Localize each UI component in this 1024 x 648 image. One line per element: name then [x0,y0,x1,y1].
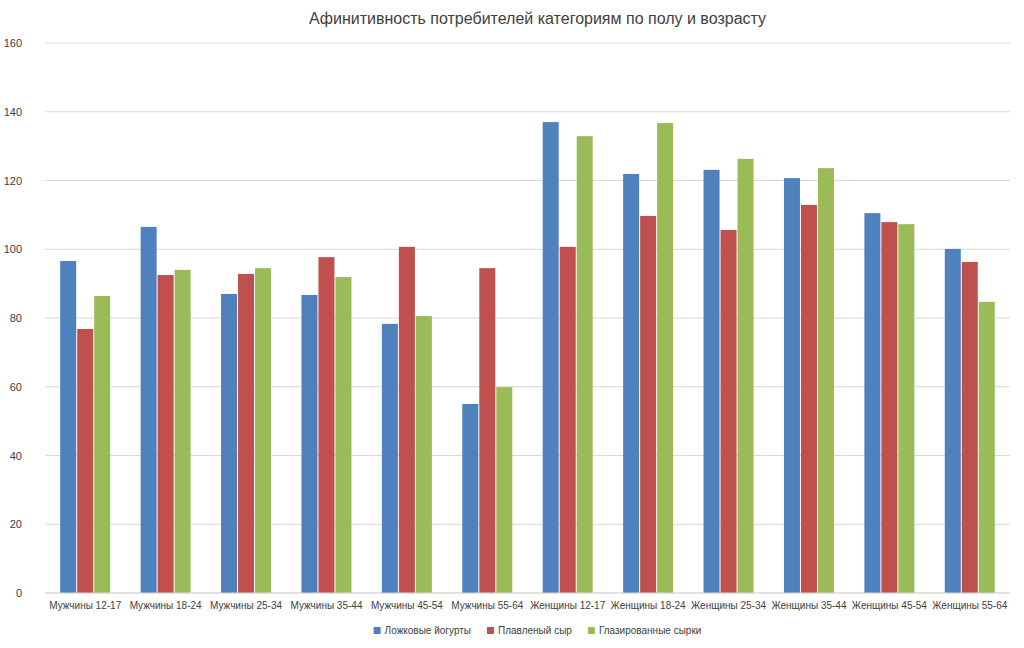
y-tick-label: 20 [10,518,22,530]
bar [704,170,720,593]
bar [721,230,737,593]
x-tick-label: Мужчины 35-44 [290,600,362,611]
y-tick-label: 40 [10,450,22,462]
bar [94,296,110,593]
legend-swatch [374,627,381,634]
x-tick-label: Мужчины 12-17 [49,600,121,611]
legend-item: Плавленый сыр [487,625,572,636]
grid-line [45,111,1010,112]
y-tick-label: 140 [4,106,22,118]
bar [560,247,576,593]
bar [496,387,512,593]
grid-line [45,180,1010,181]
bar [416,316,432,593]
bar [543,122,559,593]
y-tick-label: 120 [4,175,22,187]
bar [301,295,317,593]
title: Афинитивность потребителей категориям по… [309,10,766,27]
bar [657,123,673,593]
y-tick-label: 100 [4,243,22,255]
bar [962,262,978,593]
bars [60,122,995,593]
bar [158,275,174,593]
y-tick-label: 60 [10,381,22,393]
x-tick-label: Женщины 35-44 [771,600,847,611]
bar [801,205,817,593]
bar [881,222,897,593]
bar [577,136,593,593]
y-tick-label: 80 [10,312,22,324]
x-tick-label: Женщины 25-34 [691,600,767,611]
chart-container: Афинитивность потребителей категориям по… [0,0,1024,648]
x-tick-label: Женщины 55-64 [932,600,1008,611]
bar [238,274,254,593]
bar [784,178,800,593]
bar [945,249,961,593]
bar [640,216,656,593]
grid-line [45,593,1010,594]
legend: Ложковые йогурты Плавленый сыр Глазированн… [374,625,702,636]
bar [77,329,93,593]
x-tick-label: Женщины 12-17 [530,600,606,611]
x-tick-label: Мужчины 45-54 [371,600,443,611]
bar [335,277,351,593]
bar [399,247,415,593]
legend-label: Плавленый сыр [498,625,572,636]
grid-line [45,43,1010,44]
bar [255,268,271,593]
legend-swatch [588,627,595,634]
legend-label: Глазированные сырки [599,625,701,636]
chart-svg: Афинитивность потребителей категориям по… [0,0,1024,648]
bar [221,294,237,593]
legend-item: Ложковые йогурты [374,625,471,636]
x-tick-label: Мужчины 25-34 [210,600,282,611]
bar [979,302,995,593]
legend-label: Ложковые йогурты [385,625,471,636]
x-tick-label: Мужчины 18-24 [130,600,202,611]
x-tick-label: Женщины 18-24 [611,600,687,611]
bar [175,270,191,593]
bar [818,168,834,593]
bar [60,261,76,593]
x-tick-label: Женщины 45-54 [852,600,928,611]
legend-swatch [487,627,494,634]
bar [864,213,880,593]
bar [382,324,398,593]
y-tick-label: 160 [4,37,22,49]
bar [898,224,914,593]
legend-item: Глазированные сырки [588,625,701,636]
bar [318,257,334,593]
x-tick-label: Мужчины 55-64 [451,600,523,611]
bar [462,404,478,593]
x-axis [45,593,1010,594]
bar [479,268,495,593]
background [0,0,1024,648]
bar [738,159,754,593]
y-tick-label: 0 [16,587,22,599]
bar [623,174,639,593]
bar [141,227,157,593]
